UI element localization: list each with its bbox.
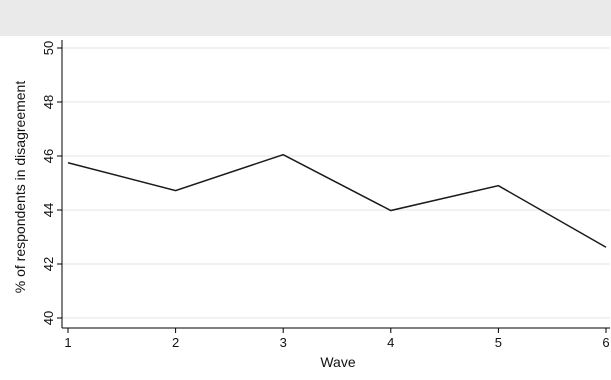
series-line — [67, 153, 607, 248]
y-tick-label: 44 — [41, 203, 56, 217]
series-layer — [67, 153, 607, 248]
x-axis-title: Wave — [320, 354, 355, 370]
y-tick-label: 46 — [41, 149, 56, 163]
y-tick-label: 50 — [41, 41, 56, 55]
gridlines — [62, 47, 610, 319]
y-axis: 40 42 44 46 48 50 — [41, 41, 62, 325]
y-tick-label: 42 — [41, 257, 56, 271]
x-tick-label: 2 — [172, 335, 179, 350]
x-tick-label: 5 — [495, 335, 502, 350]
x-axis: 1 2 3 4 5 6 — [64, 328, 610, 350]
x-tick-label: 1 — [64, 335, 71, 350]
x-tick-label: 6 — [602, 335, 609, 350]
y-tick-label: 40 — [41, 311, 56, 325]
x-tick-label: 4 — [387, 335, 394, 350]
y-axis-title: % of respondents in disagreement — [12, 81, 28, 294]
x-tick-label: 3 — [280, 335, 287, 350]
y-tick-label: 48 — [41, 95, 56, 109]
plot-background — [0, 36, 611, 380]
